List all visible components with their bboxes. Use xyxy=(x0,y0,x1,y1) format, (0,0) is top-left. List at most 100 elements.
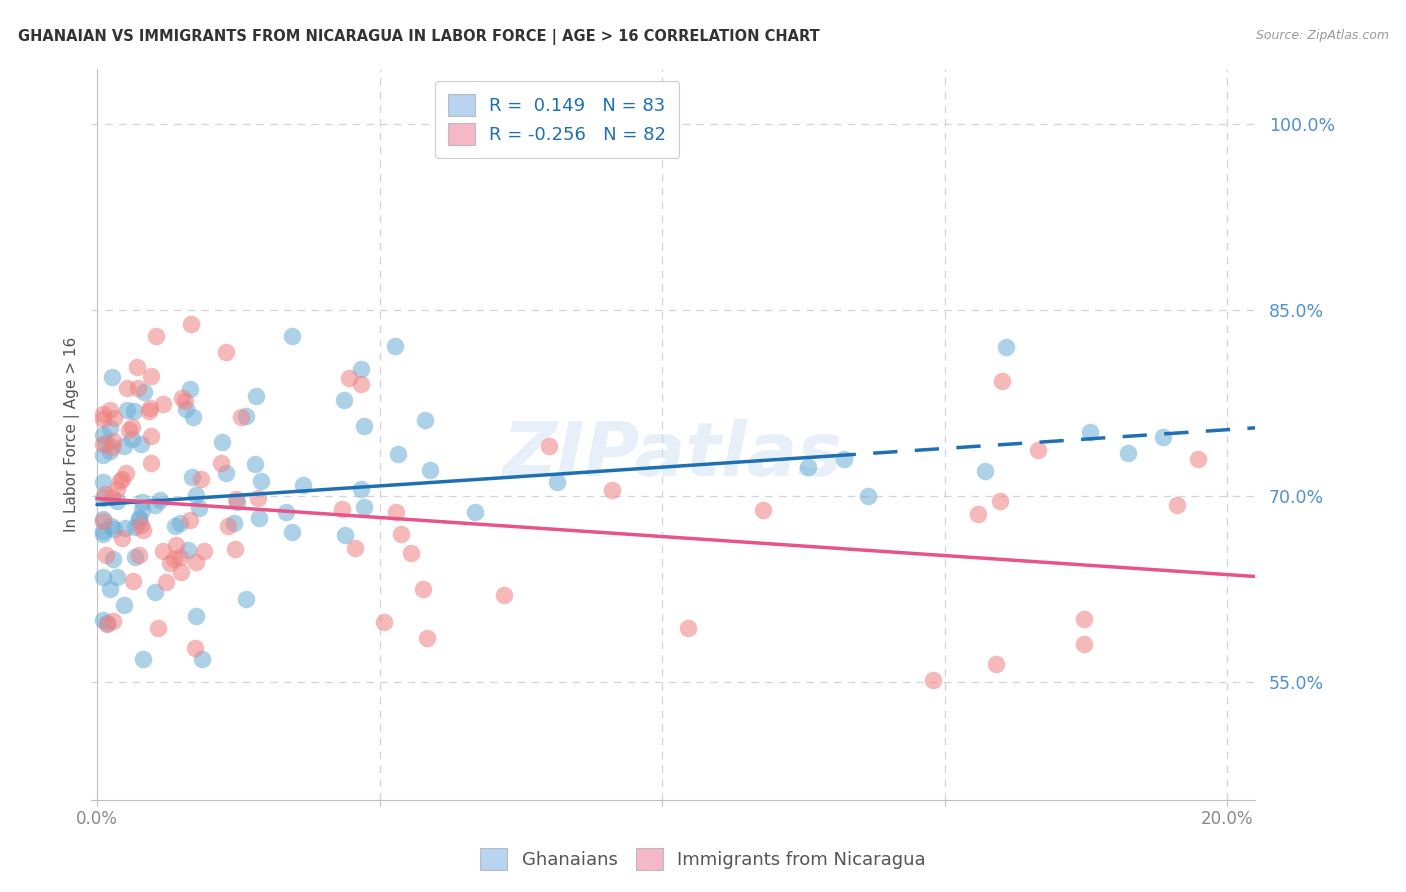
Point xyxy=(235,592,257,607)
Point xyxy=(184,555,207,569)
Point xyxy=(145,329,167,343)
Point xyxy=(416,631,439,645)
Point xyxy=(96,616,118,631)
Point xyxy=(149,493,172,508)
Point xyxy=(98,402,121,417)
Point xyxy=(464,505,486,519)
Point xyxy=(537,439,560,453)
Point xyxy=(181,410,204,425)
Point xyxy=(179,513,201,527)
Point xyxy=(995,340,1018,354)
Point xyxy=(174,402,197,417)
Point xyxy=(101,440,124,454)
Point xyxy=(337,371,360,385)
Point xyxy=(834,452,856,467)
Point xyxy=(169,565,191,579)
Point xyxy=(229,409,252,424)
Point xyxy=(131,495,153,509)
Point xyxy=(752,503,775,517)
Point xyxy=(387,447,409,461)
Point xyxy=(91,491,114,506)
Point xyxy=(124,550,146,565)
Point xyxy=(91,527,114,541)
Point xyxy=(384,339,406,353)
Point xyxy=(373,615,395,629)
Point xyxy=(1026,442,1049,457)
Point xyxy=(108,474,131,488)
Point xyxy=(415,413,437,427)
Point xyxy=(333,527,356,541)
Point xyxy=(222,516,245,530)
Point xyxy=(115,403,138,417)
Point xyxy=(121,420,143,434)
Legend: Ghanaians, Immigrants from Nicaragua: Ghanaians, Immigrants from Nicaragua xyxy=(472,841,934,878)
Point xyxy=(100,421,122,435)
Point xyxy=(1116,446,1139,460)
Point xyxy=(600,483,623,497)
Point xyxy=(94,486,117,500)
Point xyxy=(209,456,232,470)
Legend: R =  0.149   N = 83, R = -0.256   N = 82: R = 0.149 N = 83, R = -0.256 N = 82 xyxy=(434,81,679,158)
Point xyxy=(332,392,354,407)
Point xyxy=(127,381,149,395)
Point xyxy=(131,503,153,517)
Point xyxy=(131,652,153,666)
Point xyxy=(100,519,122,533)
Point xyxy=(101,370,124,384)
Point xyxy=(100,582,122,597)
Point xyxy=(190,472,212,486)
Point xyxy=(114,520,136,534)
Point xyxy=(111,472,134,486)
Point xyxy=(124,520,146,534)
Y-axis label: In Labor Force | Age > 16: In Labor Force | Age > 16 xyxy=(65,336,80,532)
Point xyxy=(186,608,208,623)
Point xyxy=(132,385,155,400)
Point xyxy=(159,556,181,570)
Point xyxy=(103,411,125,425)
Point xyxy=(245,457,267,471)
Point xyxy=(1073,637,1095,651)
Point xyxy=(973,464,995,478)
Point xyxy=(128,549,150,563)
Point xyxy=(101,614,124,628)
Point xyxy=(122,574,145,588)
Point xyxy=(281,524,304,539)
Point xyxy=(350,482,373,496)
Point xyxy=(921,673,943,688)
Point xyxy=(145,585,167,599)
Point xyxy=(344,541,367,555)
Point xyxy=(96,548,118,562)
Point xyxy=(858,489,880,503)
Point xyxy=(225,495,247,509)
Point xyxy=(350,362,373,376)
Point xyxy=(103,552,125,566)
Point xyxy=(128,513,150,527)
Point xyxy=(117,381,139,395)
Point xyxy=(1078,425,1101,440)
Point xyxy=(105,482,128,496)
Point xyxy=(1187,452,1209,467)
Point xyxy=(165,538,187,552)
Point xyxy=(191,652,214,666)
Point xyxy=(112,598,135,612)
Point xyxy=(105,570,128,584)
Point xyxy=(101,434,124,449)
Point xyxy=(353,419,375,434)
Point xyxy=(389,527,412,541)
Point xyxy=(988,493,1011,508)
Point xyxy=(91,570,114,584)
Point xyxy=(1073,612,1095,626)
Point xyxy=(91,512,114,526)
Point xyxy=(274,504,297,518)
Point xyxy=(152,544,174,558)
Point xyxy=(1166,498,1188,512)
Point xyxy=(678,622,700,636)
Point xyxy=(163,552,186,566)
Point xyxy=(225,491,247,506)
Point xyxy=(349,376,371,391)
Text: GHANAIAN VS IMMIGRANTS FROM NICARAGUA IN LABOR FORCE | AGE > 16 CORRELATION CHAR: GHANAIAN VS IMMIGRANTS FROM NICARAGUA IN… xyxy=(18,29,820,45)
Point xyxy=(281,329,304,343)
Point xyxy=(180,469,202,483)
Point xyxy=(180,317,202,331)
Point xyxy=(193,544,215,558)
